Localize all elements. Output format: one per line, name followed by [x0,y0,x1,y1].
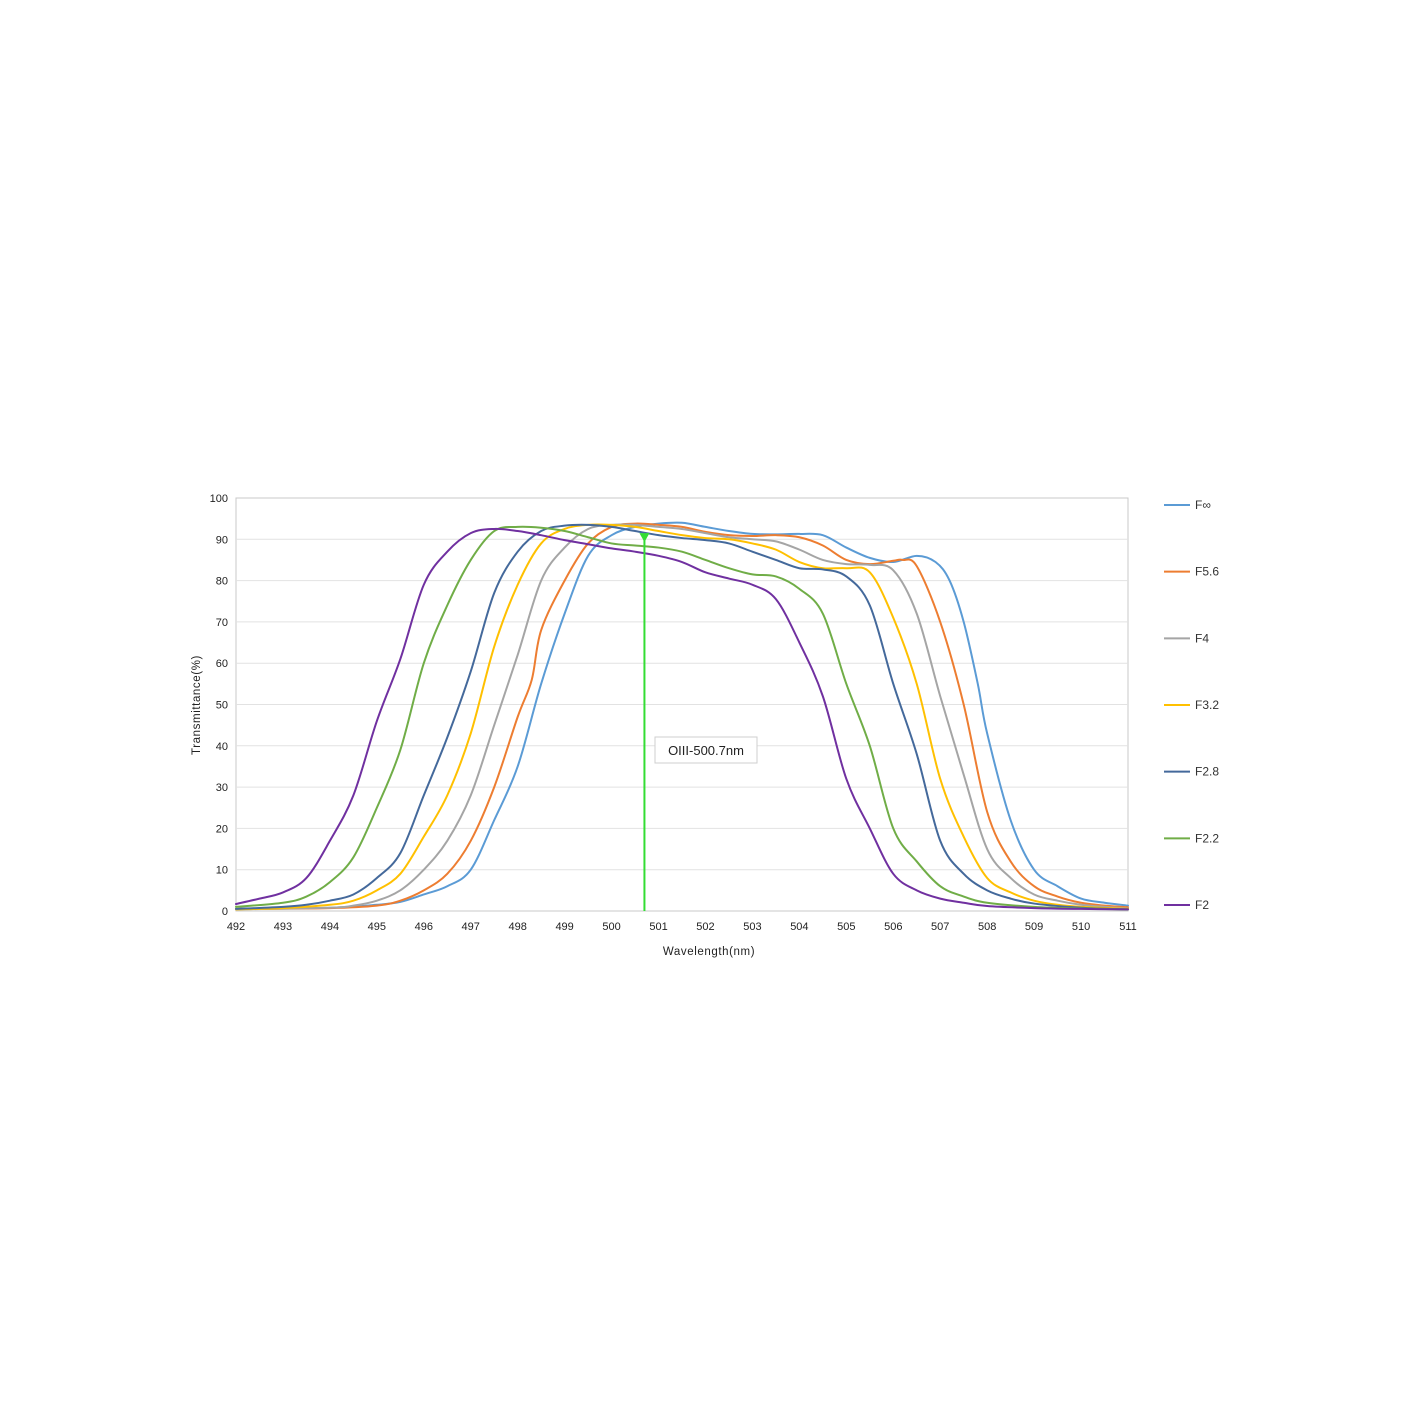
annotation-group: OIII-500.7nm [639,533,758,911]
y-tick-label: 30 [216,782,228,794]
x-tick-label: 494 [321,921,339,933]
legend-label: F2 [1195,898,1209,912]
series-line-f2-2 [235,525,1129,911]
legend-label: F5.6 [1195,565,1219,579]
x-tick-label: 511 [1119,921,1137,933]
y-tick-labels: 0 10 20 30 40 50 60 70 80 90 100 [210,493,228,918]
legend-label: F4 [1195,631,1209,645]
y-tick-label: 90 [216,534,228,546]
y-tick-label: 10 [216,865,228,877]
legend-label: F3.2 [1195,698,1219,712]
x-tick-label: 497 [462,921,480,933]
x-tick-label: 506 [884,921,902,933]
gridlines [236,538,1128,871]
y-axis-title: Transmittance(%) [191,655,203,755]
legend: F∞ F5.6 F4 F3.2 F2.8 F2.2 F2 [1164,498,1219,912]
x-tick-label: 505 [837,921,855,933]
x-tick-label: 509 [1025,921,1043,933]
x-tick-label: 501 [649,921,667,933]
x-axis-title: Wavelength(nm) [663,946,755,958]
x-tick-label: 495 [368,921,386,933]
x-tick-label: 492 [227,921,245,933]
x-tick-label: 504 [790,921,808,933]
y-tick-label: 40 [216,741,228,753]
oiii-label-box [654,736,758,764]
x-tick-labels: 492 493 494 495 496 497 498 499 500 501 502 503 504 5… [227,921,1137,933]
y-tick-label: 20 [216,823,228,835]
series-line-f5-6 [235,522,1129,910]
x-tick-label: 502 [696,921,714,933]
x-tick-label: 498 [509,921,527,933]
series-line-f- [235,521,1129,910]
series-lines [235,521,1129,911]
y-tick-label: 70 [216,617,228,629]
y-tick-label: 80 [216,576,228,588]
y-tick-label: 50 [216,700,228,712]
oiii-marker-arrow [639,533,650,543]
x-tick-label: 493 [274,921,292,933]
series-line-f4 [235,523,1129,911]
y-tick-label: 100 [210,493,228,505]
oiii-label: OIII-500.7nm [668,743,744,758]
x-tick-label: 496 [415,921,433,933]
x-tick-label: 510 [1072,921,1090,933]
series-line-f2-8 [235,523,1129,911]
legend-label: F2.8 [1195,765,1219,779]
x-tick-label: 503 [743,921,761,933]
x-tick-label: 499 [555,921,573,933]
x-tick-label: 507 [931,921,949,933]
y-tick-label: 60 [216,658,228,670]
y-tick-label: 0 [222,906,228,918]
x-tick-label: 500 [602,921,620,933]
legend-label: F2.2 [1195,831,1219,845]
series-line-f3-2 [235,523,1129,911]
legend-label: F∞ [1195,498,1211,512]
x-tick-label: 508 [978,921,996,933]
